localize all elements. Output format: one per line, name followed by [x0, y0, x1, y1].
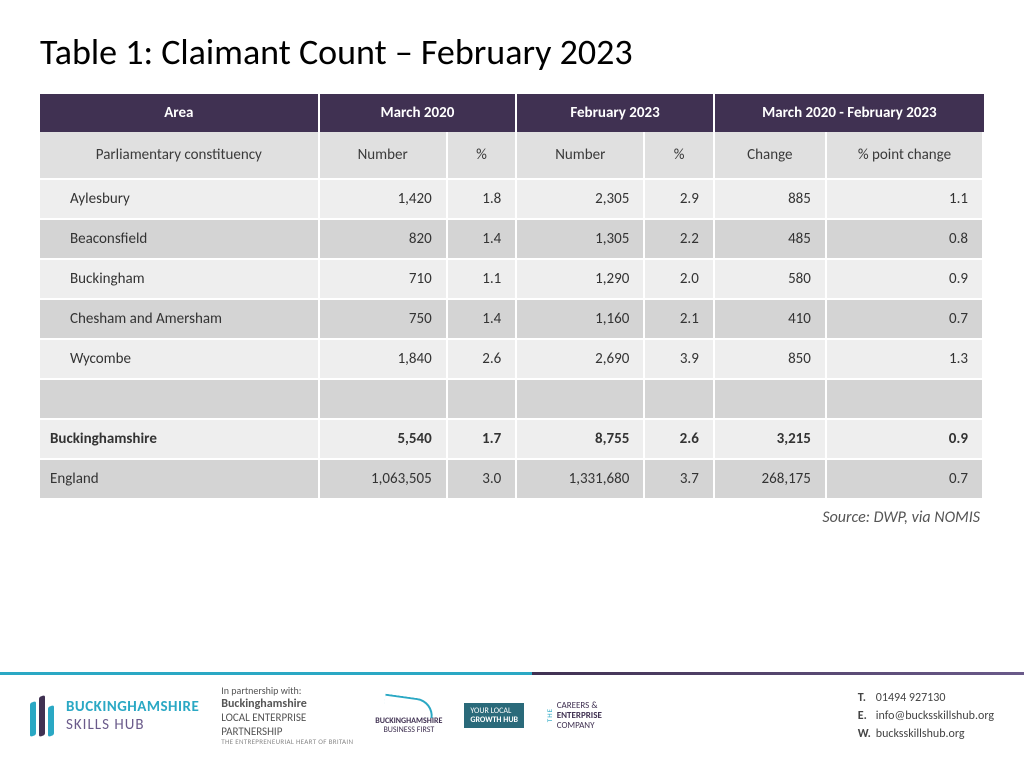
- cell-value: 885: [715, 180, 827, 220]
- table-row: Wycombe1,8402.62,6903.98501.3: [40, 340, 984, 380]
- cell-value: 580: [715, 260, 827, 300]
- page-title: Table 1: Claimant Count – February 2023: [40, 30, 984, 74]
- cell-value: 268,175: [715, 460, 827, 500]
- partnership-label: In partnership with:: [221, 685, 353, 697]
- cell-area: Chesham and Amersham: [40, 300, 320, 340]
- cell-value: 2.2: [645, 220, 715, 260]
- cell-value: 410: [715, 300, 827, 340]
- cell-value: 3.9: [645, 340, 715, 380]
- col-feb2023: February 2023: [517, 94, 715, 132]
- cell-area: Beaconsfield: [40, 220, 320, 260]
- sub-num2: Number: [517, 132, 645, 180]
- table-row: Buckinghamshire5,5401.78,7552.63,2150.9: [40, 420, 984, 460]
- cell-value: 2,305: [517, 180, 645, 220]
- source-note: Source: DWP, via NOMIS: [40, 508, 984, 527]
- cell-value: 750: [320, 300, 448, 340]
- lep-logo: In partnership with: Buckinghamshire LOC…: [221, 685, 353, 746]
- table-row: Buckingham7101.11,2902.05800.9: [40, 260, 984, 300]
- table-row: Aylesbury1,4201.82,3052.98851.1: [40, 180, 984, 220]
- claimant-table: Area March 2020 February 2023 March 2020…: [40, 94, 984, 500]
- cell-value: 1.1: [448, 260, 518, 300]
- cell-value: 0.8: [827, 220, 984, 260]
- cell-value: 1,331,680: [517, 460, 645, 500]
- cell-value: 0.7: [827, 460, 984, 500]
- cell-value: 1.1: [827, 180, 984, 220]
- cell-value: 0.9: [827, 420, 984, 460]
- cell-value: 1,063,505: [320, 460, 448, 500]
- cell-value: 2.6: [448, 340, 518, 380]
- sub-pct2: %: [645, 132, 715, 180]
- cell-value: 2.0: [645, 260, 715, 300]
- cell-area: Buckinghamshire: [40, 420, 320, 460]
- logo-line1: BUCKINGHAMSHIRE: [66, 698, 199, 716]
- cell-area: Buckingham: [40, 260, 320, 300]
- footer: BUCKINGHAMSHIRE SKILLS HUB In partnershi…: [0, 672, 1024, 768]
- cell-value: 2.6: [645, 420, 715, 460]
- cell-value: 1,160: [517, 300, 645, 340]
- table-row: Beaconsfield8201.41,3052.24850.8: [40, 220, 984, 260]
- cell-value: 1.7: [448, 420, 518, 460]
- sub-ppt: % point change: [827, 132, 984, 180]
- group-header-row: Area March 2020 February 2023 March 2020…: [40, 94, 984, 132]
- contact-info: T.01494 927130 E.info@bucksskillshub.org…: [858, 689, 994, 743]
- careers-enterprise-logo: THE CAREERS & ENTERPRISE COMPANY: [546, 701, 602, 731]
- table-row: Chesham and Amersham7501.41,1602.14100.7: [40, 300, 984, 340]
- logo-mark-icon: [30, 696, 58, 736]
- cell-value: 850: [715, 340, 827, 380]
- col-area: Area: [40, 94, 320, 132]
- cell-value: 3,215: [715, 420, 827, 460]
- spacer-row: [40, 380, 984, 420]
- cell-value: 1.3: [827, 340, 984, 380]
- cell-value: 0.7: [827, 300, 984, 340]
- cell-value: 485: [715, 220, 827, 260]
- footer-divider: [0, 672, 1024, 675]
- cell-value: 1.4: [448, 300, 518, 340]
- logo-line2: SKILLS HUB: [66, 716, 199, 734]
- cell-value: 2,690: [517, 340, 645, 380]
- cell-value: 0.9: [827, 260, 984, 300]
- sub-pct1: %: [448, 132, 518, 180]
- cell-value: 2.1: [645, 300, 715, 340]
- bbf-logo: BUCKINGHAMSHIRE BUSINESS FIRST: [375, 697, 442, 735]
- cell-value: 8,755: [517, 420, 645, 460]
- cell-value: 1.4: [448, 220, 518, 260]
- cell-area: Aylesbury: [40, 180, 320, 220]
- cell-value: 1,840: [320, 340, 448, 380]
- cell-value: 1,420: [320, 180, 448, 220]
- table-row: England1,063,5053.01,331,6803.7268,1750.…: [40, 460, 984, 500]
- sub-header-row: Parliamentary constituency Number % Numb…: [40, 132, 984, 180]
- sub-constituency: Parliamentary constituency: [40, 132, 320, 180]
- col-change: March 2020 - February 2023: [715, 94, 984, 132]
- cell-value: 820: [320, 220, 448, 260]
- cell-value: 3.7: [645, 460, 715, 500]
- cell-value: 710: [320, 260, 448, 300]
- swoosh-icon: [383, 693, 435, 718]
- cell-value: 2.9: [645, 180, 715, 220]
- sub-chg: Change: [715, 132, 827, 180]
- cell-value: 1,305: [517, 220, 645, 260]
- growth-hub-logo: YOUR LOCAL GROWTH HUB: [464, 703, 524, 729]
- col-march2020: March 2020: [320, 94, 518, 132]
- cell-value: 3.0: [448, 460, 518, 500]
- cell-value: 5,540: [320, 420, 448, 460]
- cell-area: Wycombe: [40, 340, 320, 380]
- logo-bucks-skills-hub: BUCKINGHAMSHIRE SKILLS HUB: [30, 696, 199, 736]
- cell-value: 1,290: [517, 260, 645, 300]
- cell-value: 1.8: [448, 180, 518, 220]
- cell-area: England: [40, 460, 320, 500]
- sub-num1: Number: [320, 132, 448, 180]
